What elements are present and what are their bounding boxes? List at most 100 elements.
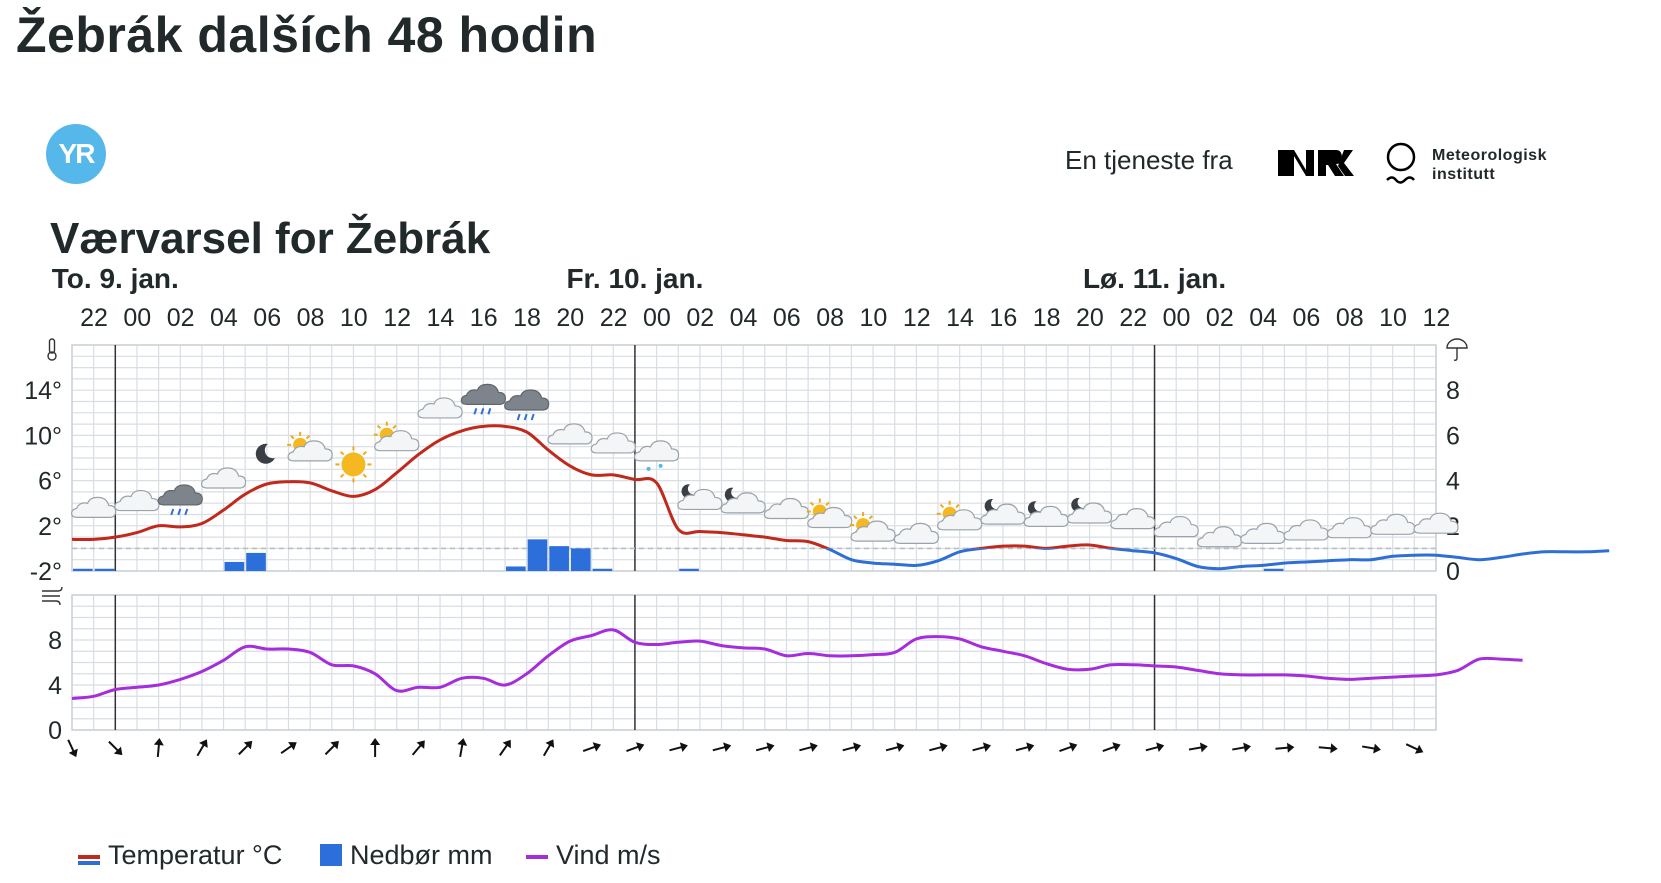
cloud-shape (1066, 502, 1113, 524)
day-label: Lø. 11. jan. (1083, 263, 1226, 294)
wind-direction-arrow (280, 742, 297, 754)
hour-label: 04 (210, 304, 238, 332)
wind-direction-arrow (929, 742, 948, 753)
wind-direction-arrow (411, 740, 425, 756)
sun-ray (868, 515, 873, 520)
hour-label: 02 (686, 304, 714, 332)
snow-cloud-icon (633, 440, 680, 471)
cloud-shape (200, 467, 247, 489)
wind-direction-arrow (885, 742, 905, 753)
day-label: To. 9. jan. (52, 263, 179, 294)
yr-logo[interactable]: YR (46, 124, 106, 184)
hour-label: 20 (1076, 304, 1104, 332)
cloud-icon (417, 397, 463, 419)
partly-night-icon (720, 487, 766, 514)
wind-icon-lines (42, 586, 63, 606)
sun-ray (955, 503, 960, 509)
cloud-shape (417, 397, 463, 419)
wind-direction-arrow (499, 739, 511, 756)
cloud-shape (633, 440, 680, 462)
hour-label: 12 (903, 304, 931, 332)
hour-label: 10 (340, 304, 368, 332)
cloud-icon (1370, 513, 1416, 535)
hour-label: 16 (989, 304, 1017, 332)
partly-night-icon (1066, 497, 1113, 524)
wind-direction-arrow (755, 742, 775, 753)
arrow-head (1026, 742, 1035, 753)
wind-direction-arrow (324, 740, 339, 756)
arrow-head (1286, 742, 1295, 753)
rain-drop (516, 413, 521, 421)
arrow-head (199, 739, 208, 748)
met-institute-name: Meteorologisk institutt (1432, 146, 1547, 184)
snow-flake (658, 463, 663, 468)
hour-label: 02 (1206, 304, 1234, 332)
wind-tick-label: 0 (48, 717, 62, 745)
wind-direction-arrow (542, 739, 555, 757)
rain-drop (523, 413, 528, 421)
arrow-head (636, 742, 645, 752)
hour-label: 20 (556, 304, 584, 332)
wind-tick-label: 4 (48, 672, 62, 700)
umbrella-handle (1453, 348, 1458, 361)
partly-night-icon (677, 484, 723, 511)
arrow-head (502, 739, 511, 749)
wind-direction-arrow (1318, 743, 1338, 754)
sun-disc (341, 452, 366, 477)
wind-direction-arrow (1059, 742, 1078, 753)
cloud-shape (590, 432, 636, 454)
nrk-logo[interactable] (1278, 146, 1362, 180)
rain-drop (480, 408, 485, 415)
precipitation-bar (592, 568, 613, 571)
cloud-shape (504, 389, 550, 411)
met-logo[interactable] (1383, 140, 1419, 188)
temperature-tick-label: -2° (30, 558, 62, 586)
arrow-head (809, 742, 818, 753)
wind-line (71, 628, 1523, 700)
cloud-shape (1153, 515, 1199, 538)
wind-direction-arrow (457, 738, 468, 758)
arrow-head (330, 740, 339, 750)
sun-ray (305, 434, 311, 440)
rain-cloud-icon (460, 383, 506, 415)
wind-direction-arrow (1188, 742, 1208, 753)
partly-night-icon (1023, 501, 1069, 528)
cloud-shape (157, 484, 203, 506)
arrow-head (982, 742, 991, 753)
hour-label: 10 (860, 304, 888, 332)
hour-label: 18 (513, 304, 541, 332)
snow-flake (646, 466, 651, 471)
partly-sunny-icon (806, 498, 853, 529)
legend-swatch-temperature (78, 855, 100, 859)
wind-icon (42, 586, 63, 606)
sun-ray (340, 473, 345, 478)
precipitation-bar (527, 539, 548, 571)
arrow-head (545, 739, 555, 748)
partly-night-icon (980, 498, 1026, 525)
precipitation-bar (1263, 568, 1284, 571)
cloud-shape (677, 488, 723, 511)
arrow-head (1414, 744, 1424, 754)
cloud-shape (1413, 512, 1459, 534)
cloud-icon (1283, 519, 1329, 541)
arrow-head (1069, 742, 1078, 752)
sun-ray (376, 424, 382, 430)
wind-direction-arrow (67, 739, 78, 758)
partly-sunny-icon (850, 512, 896, 542)
arrow-head (1112, 742, 1121, 752)
wind-plot-border (71, 594, 1437, 731)
rain-drop (177, 508, 182, 516)
moon-shape (255, 443, 275, 464)
cloud-shape (937, 509, 983, 531)
cloud-shape (547, 423, 593, 445)
page-title: Žebrák dalších 48 hodin (16, 7, 598, 63)
met-line1: Meteorologisk (1432, 147, 1547, 164)
temperature-tick-label: 10° (24, 422, 62, 450)
hour-label: 02 (167, 304, 195, 332)
arrow-head (896, 742, 905, 753)
legend-label-wind: Vind m/s (556, 840, 661, 870)
sun-ray (290, 434, 295, 440)
thermometer-bulb (47, 351, 57, 361)
cloud-shape (460, 383, 506, 405)
